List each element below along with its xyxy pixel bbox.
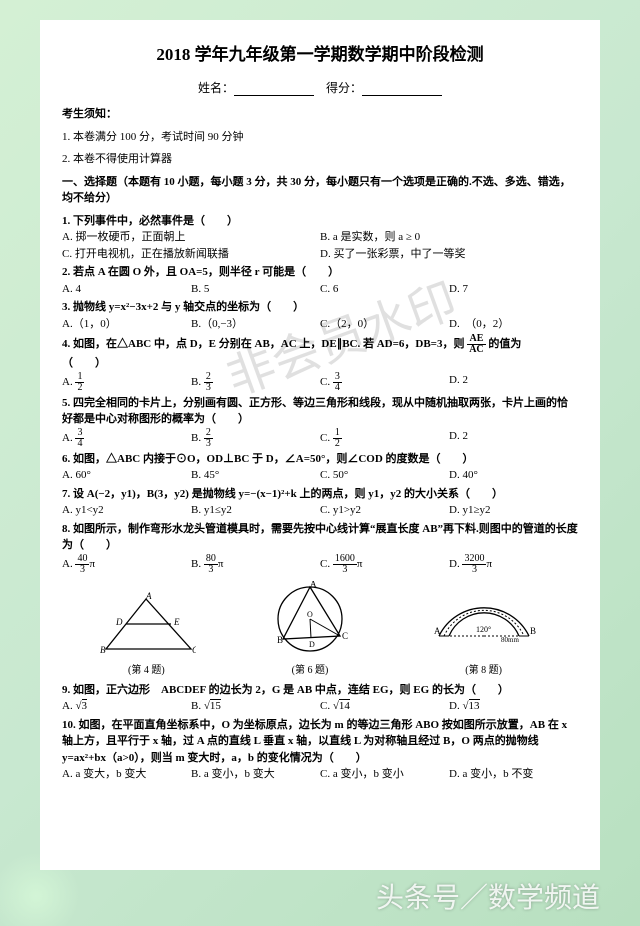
q2-opt-c: C. 6 [320,281,449,298]
q8-opt-b: B. 803π [191,554,320,575]
svg-text:E: E [173,617,180,627]
fig8-caption: (第 8 题) [424,661,544,676]
q6-opt-b: B. 45° [191,467,320,484]
arc-icon: A B 120° 80mm [424,586,544,656]
q2-options: A. 4 B. 5 C. 6 D. 7 [62,281,578,298]
triangle-icon: A D E B C [96,591,196,656]
fig6-caption: (第 6 题) [265,661,355,676]
score-blank [362,84,442,96]
q10-opt-d: D. a 变小，b 不变 [449,766,578,783]
q5-opt-d: D. 2 [449,428,578,449]
q4-opt-b: B. 23 [191,372,320,393]
question-1: 1. 下列事件中，必然事件是（ ） [62,213,578,230]
q2-opt-b: B. 5 [191,281,320,298]
q9-opt-b: B. √15 [191,698,320,715]
question-6: 6. 如图，△ABC 内接于⊙O，OD⊥BC 于 D，∠A=50°，则∠COD … [62,451,578,468]
q10-opt-b: B. a 变小，b 变大 [191,766,320,783]
q9-opt-a: A. √3 [62,698,191,715]
q4-opt-c: C. 34 [320,372,449,393]
question-7: 7. 设 A(−2，y1)，B(3，y2) 是抛物线 y=−(x−1)²+k 上… [62,486,578,503]
q5-opt-a: A. 34 [62,428,191,449]
figures-row: A D E B C (第 4 题) A O D B C (第 6 题) [62,581,578,676]
svg-text:B: B [277,635,283,645]
q2-opt-a: A. 4 [62,281,191,298]
fig4-caption: (第 4 题) [96,661,196,676]
q2-opt-d: D. 7 [449,281,578,298]
question-5: 5. 四完全相同的卡片上，分别画有圆、正方形、等边三角形和线段，现从中随机抽取两… [62,395,578,428]
question-8: 8. 如图所示，制作弯形水龙头管道模具时，需要先按中心线计算“展直长度 AB”再… [62,521,578,554]
q1-opt-d: D. 买了一张彩票，中了一等奖 [320,246,578,263]
q8-opt-d: D. 32003π [449,554,578,575]
q5-opt-b: B. 23 [191,428,320,449]
svg-text:80mm: 80mm [501,636,519,644]
q10-options: A. a 变大，b 变大 B. a 变小，b 变大 C. a 变小，b 变小 D… [62,766,578,783]
name-blank [234,84,314,96]
q5-opt-c: C. 12 [320,428,449,449]
question-9: 9. 如图，正六边形 ABCDEF 的边长为 2，G 是 AB 中点，连结 EG… [62,682,578,699]
q6-options: A. 60° B. 45° C. 50° D. 40° [62,467,578,484]
q3-options: A.（1，0） B.（0,−3） C.（2，0） D. （0，2） [62,316,578,333]
frac-ae-ac: AEAC [467,334,485,355]
svg-text:O: O [307,610,313,619]
figure-4: A D E B C (第 4 题) [96,591,196,676]
q7-opt-a: A. y1<y2 [62,502,191,519]
q9-opt-c: C. √14 [320,698,449,715]
q3-opt-c: C.（2，0） [320,316,449,333]
question-4: 4. 如图，在△ABC 中，点 D，E 分别在 AB，AC 上，DE∥BC. 若… [62,334,578,372]
q6-opt-c: C. 50° [320,467,449,484]
q4-opt-d: D. 2 [449,372,578,393]
notice-1: 1. 本卷满分 100 分，考试时间 90 分钟 [62,129,578,146]
q8-opt-a: A. 403π [62,554,191,575]
question-10: 10. 如图，在平面直角坐标系中，O 为坐标原点，边长为 m 的等边三角形 AB… [62,717,578,767]
q6-opt-a: A. 60° [62,467,191,484]
q8-opt-c: C. 16003π [320,554,449,575]
question-3: 3. 抛物线 y=x²−3x+2 与 y 轴交点的坐标为（ ） [62,299,578,316]
svg-text:B: B [100,645,106,655]
q7-opt-c: C. y1>y2 [320,502,449,519]
notice-2: 2. 本卷不得使用计算器 [62,151,578,168]
q7-opt-b: B. y1≤y2 [191,502,320,519]
svg-text:B: B [530,626,536,636]
section-1-header: 一、选择题（本题有 10 小题，每小题 3 分，共 30 分，每小题只有一个选项… [62,174,578,207]
circle-icon: A O D B C [265,581,355,656]
q3-opt-d: D. （0，2） [449,316,578,333]
svg-text:D: D [115,617,123,627]
q7-options: A. y1<y2 B. y1≤y2 C. y1>y2 D. y1≥y2 [62,502,578,519]
figure-8: A B 120° 80mm (第 8 题) [424,586,544,676]
q1-options: A. 掷一枚硬币，正面朝上 B. a 是实数，则 a ≥ 0 C. 打开电视机，… [62,229,578,262]
q1-opt-c: C. 打开电视机，正在播放新闻联播 [62,246,320,263]
q1-opt-b: B. a 是实数，则 a ≥ 0 [320,229,578,246]
svg-text:120°: 120° [476,625,491,634]
svg-text:C: C [342,631,348,641]
q10-opt-c: C. a 变小，b 变小 [320,766,449,783]
svg-text:C: C [192,645,196,655]
q10-opt-a: A. a 变大，b 变大 [62,766,191,783]
q8-options: A. 403π B. 803π C. 16003π D. 32003π [62,554,578,575]
score-label: 得分： [326,81,362,95]
q4-options: A. 12 B. 23 C. 34 D. 2 [62,372,578,393]
q5-options: A. 34 B. 23 C. 12 D. 2 [62,428,578,449]
svg-text:A: A [145,591,152,601]
name-score-line: 姓名： 得分： [62,79,578,96]
figure-6: A O D B C (第 6 题) [265,581,355,676]
q7-opt-d: D. y1≥y2 [449,502,578,519]
q3-opt-a: A.（1，0） [62,316,191,333]
q6-opt-d: D. 40° [449,467,578,484]
svg-text:D: D [309,640,315,649]
q9-opt-d: D. √13 [449,698,578,715]
footer-watermark: 头条号／数学频道 [376,876,600,916]
q4-opt-a: A. 12 [62,372,191,393]
name-label: 姓名： [198,81,234,95]
svg-text:A: A [310,581,317,589]
svg-text:A: A [434,626,441,636]
notice-header: 考生须知： [62,106,578,123]
q9-options: A. √3 B. √15 C. √14 D. √13 [62,698,578,715]
page-title: 2018 学年九年级第一学期数学期中阶段检测 [62,40,578,65]
q3-opt-b: B.（0,−3） [191,316,320,333]
q1-opt-a: A. 掷一枚硬币，正面朝上 [62,229,320,246]
question-2: 2. 若点 A 在圆 O 外，且 OA=5，则半径 r 可能是（ ） [62,264,578,281]
